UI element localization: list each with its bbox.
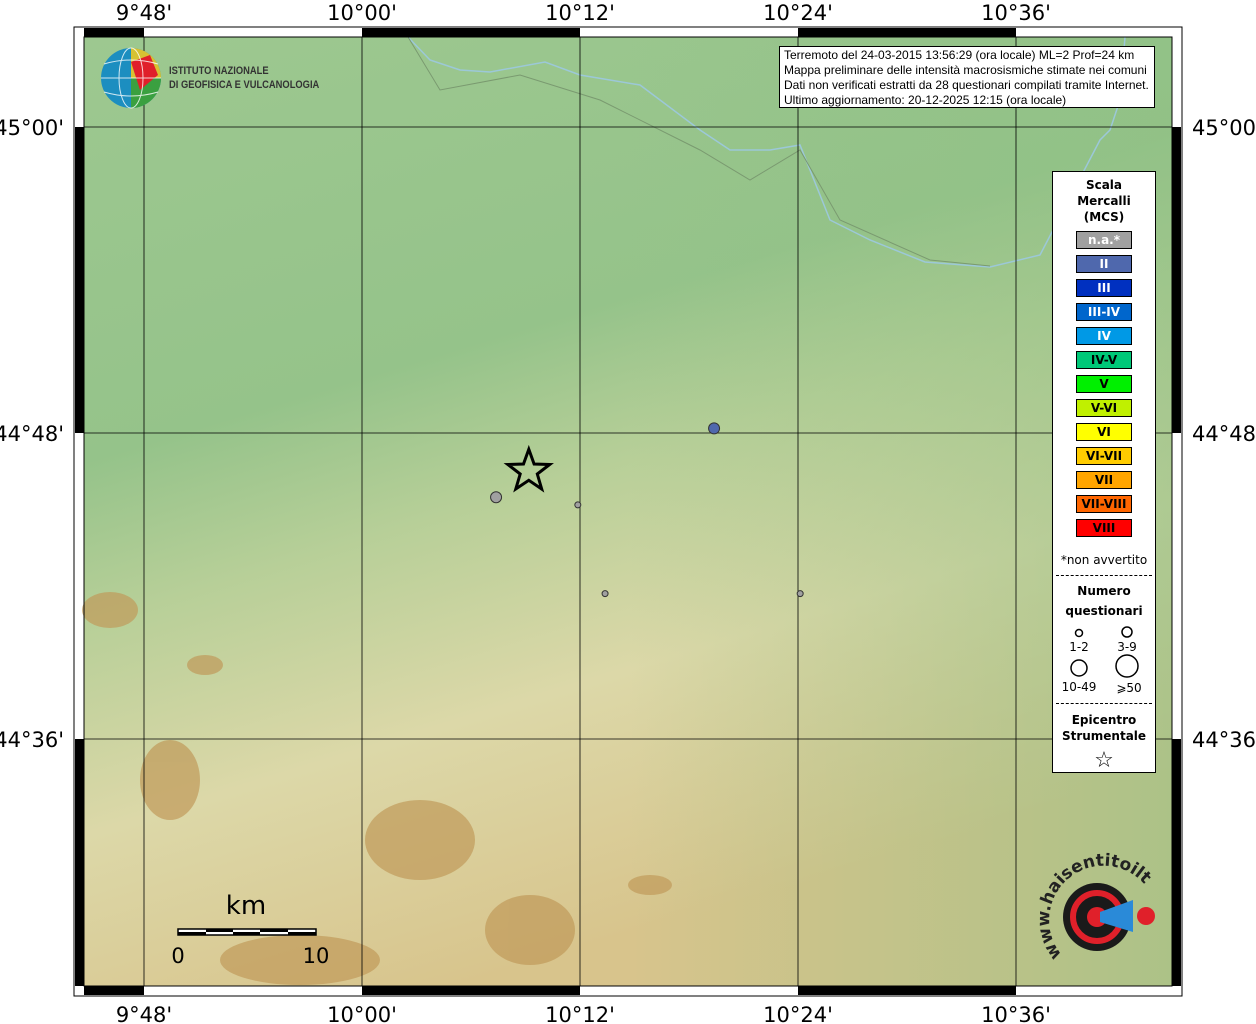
legend-swatch: IV-V <box>1076 351 1132 369</box>
info-line: Mappa preliminare delle intensità macros… <box>784 63 1147 77</box>
latitude-label: 44°36' <box>1192 728 1256 752</box>
epicenter-title-line: Epicentro <box>1071 713 1137 727</box>
longitude-label: 10°00' <box>327 1 397 25</box>
longitude-label: 10°36' <box>981 1003 1051 1024</box>
scale-max: 10 <box>303 944 330 968</box>
logo-line-2: DI GEOFISICA E VULCANOLOGIA <box>169 79 320 91</box>
intensity-point[interactable] <box>490 491 503 504</box>
legend-note: *non avvertito <box>1060 553 1148 567</box>
latitude-label: 45°00' <box>0 116 64 140</box>
legend-title-line: (MCS) <box>1083 210 1125 224</box>
longitude-label: 9°48' <box>116 1 172 25</box>
mountains <box>82 592 672 985</box>
legend-title: Scala Mercalli (MCS) <box>1053 177 1155 225</box>
ingv-logo <box>101 47 161 109</box>
longitude-label: 10°24' <box>763 1003 833 1024</box>
legend-swatch: VII <box>1076 471 1132 489</box>
event-info-box: Terremoto del 24-03-2015 13:56:29 (ora l… <box>779 46 1155 108</box>
count-label: 10-49 <box>1062 680 1097 694</box>
legend-swatch: VI-VII <box>1076 447 1132 465</box>
legend: Scala Mercalli (MCS) n.a.* II III III-IV IV I… <box>1052 171 1156 773</box>
count-title-line: Numero <box>1077 584 1131 598</box>
latitude-label: 44°36' <box>0 728 64 752</box>
intensity-point[interactable] <box>708 422 721 435</box>
epicenter-star[interactable] <box>503 444 554 493</box>
epicenter-title: Epicentro Strumentale <box>1053 712 1155 744</box>
ingv-logo-text: ISTITUTO NAZIONALE DI GEOFISICA E VULCAN… <box>169 64 319 92</box>
info-line: Dati non verificati estratti da 28 quest… <box>784 78 1149 92</box>
latitude-label: 44°48' <box>1192 422 1256 446</box>
longitude-label: 10°24' <box>763 1 833 25</box>
intensity-point[interactable] <box>574 501 582 509</box>
logo-line-1: ISTITUTO NAZIONALE <box>169 65 269 77</box>
count-symbols: 1-2 3-9 10-49 ⩾50 <box>1062 626 1142 695</box>
divider <box>1056 575 1152 576</box>
count-title: Numero questionari <box>1053 581 1155 621</box>
longitude-label: 9°48' <box>116 1003 172 1024</box>
river <box>407 36 1126 268</box>
graticule <box>84 37 1172 986</box>
map-frame <box>73 26 1183 997</box>
legend-swatch: V <box>1076 375 1132 393</box>
divider <box>1056 703 1152 704</box>
scale-unit: km <box>226 891 266 921</box>
latitude-label: 44°48' <box>0 422 64 446</box>
legend-swatch: VII-VIII <box>1076 495 1132 513</box>
count-title-line: questionari <box>1065 604 1143 618</box>
legend-title-line: Scala <box>1085 178 1123 192</box>
count-label: ⩾50 <box>1116 681 1141 695</box>
legend-swatch: VIII <box>1076 519 1132 537</box>
intensity-point[interactable] <box>796 590 804 598</box>
longitude-label: 10°12' <box>545 1003 615 1024</box>
longitude-label: 10°12' <box>545 1 615 25</box>
legend-swatch: n.a.* <box>1076 231 1132 249</box>
legend-title-line: Mercalli <box>1077 194 1131 208</box>
info-line: Terremoto del 24-03-2015 13:56:29 (ora l… <box>784 48 1135 62</box>
latitude-label: 45°00' <box>1192 116 1256 140</box>
count-label: 3-9 <box>1117 640 1137 654</box>
count-label: 1-2 <box>1069 640 1089 654</box>
legend-swatch: IV <box>1076 327 1132 345</box>
longitude-label: 10°36' <box>981 1 1051 25</box>
star-icon: ☆ <box>1094 748 1114 773</box>
info-line: Ultimo aggiornamento: 20-12-2025 12:15 (… <box>784 93 1067 107</box>
intensity-point[interactable] <box>601 590 609 598</box>
legend-swatch: III-IV <box>1076 303 1132 321</box>
intensity-scale: n.a.* II III III-IV IV IV-V V V-VI VI VI-VII VII VI… <box>1053 231 1155 537</box>
scale-bar: km 0 10 <box>171 891 329 968</box>
legend-swatch: III <box>1076 279 1132 297</box>
longitude-label: 10°00' <box>327 1003 397 1024</box>
scale-min: 0 <box>171 944 184 968</box>
legend-swatch: II <box>1076 255 1132 273</box>
epicenter-title-line: Strumentale <box>1061 729 1147 743</box>
legend-swatch: VI <box>1076 423 1132 441</box>
legend-swatch: V-VI <box>1076 399 1132 417</box>
